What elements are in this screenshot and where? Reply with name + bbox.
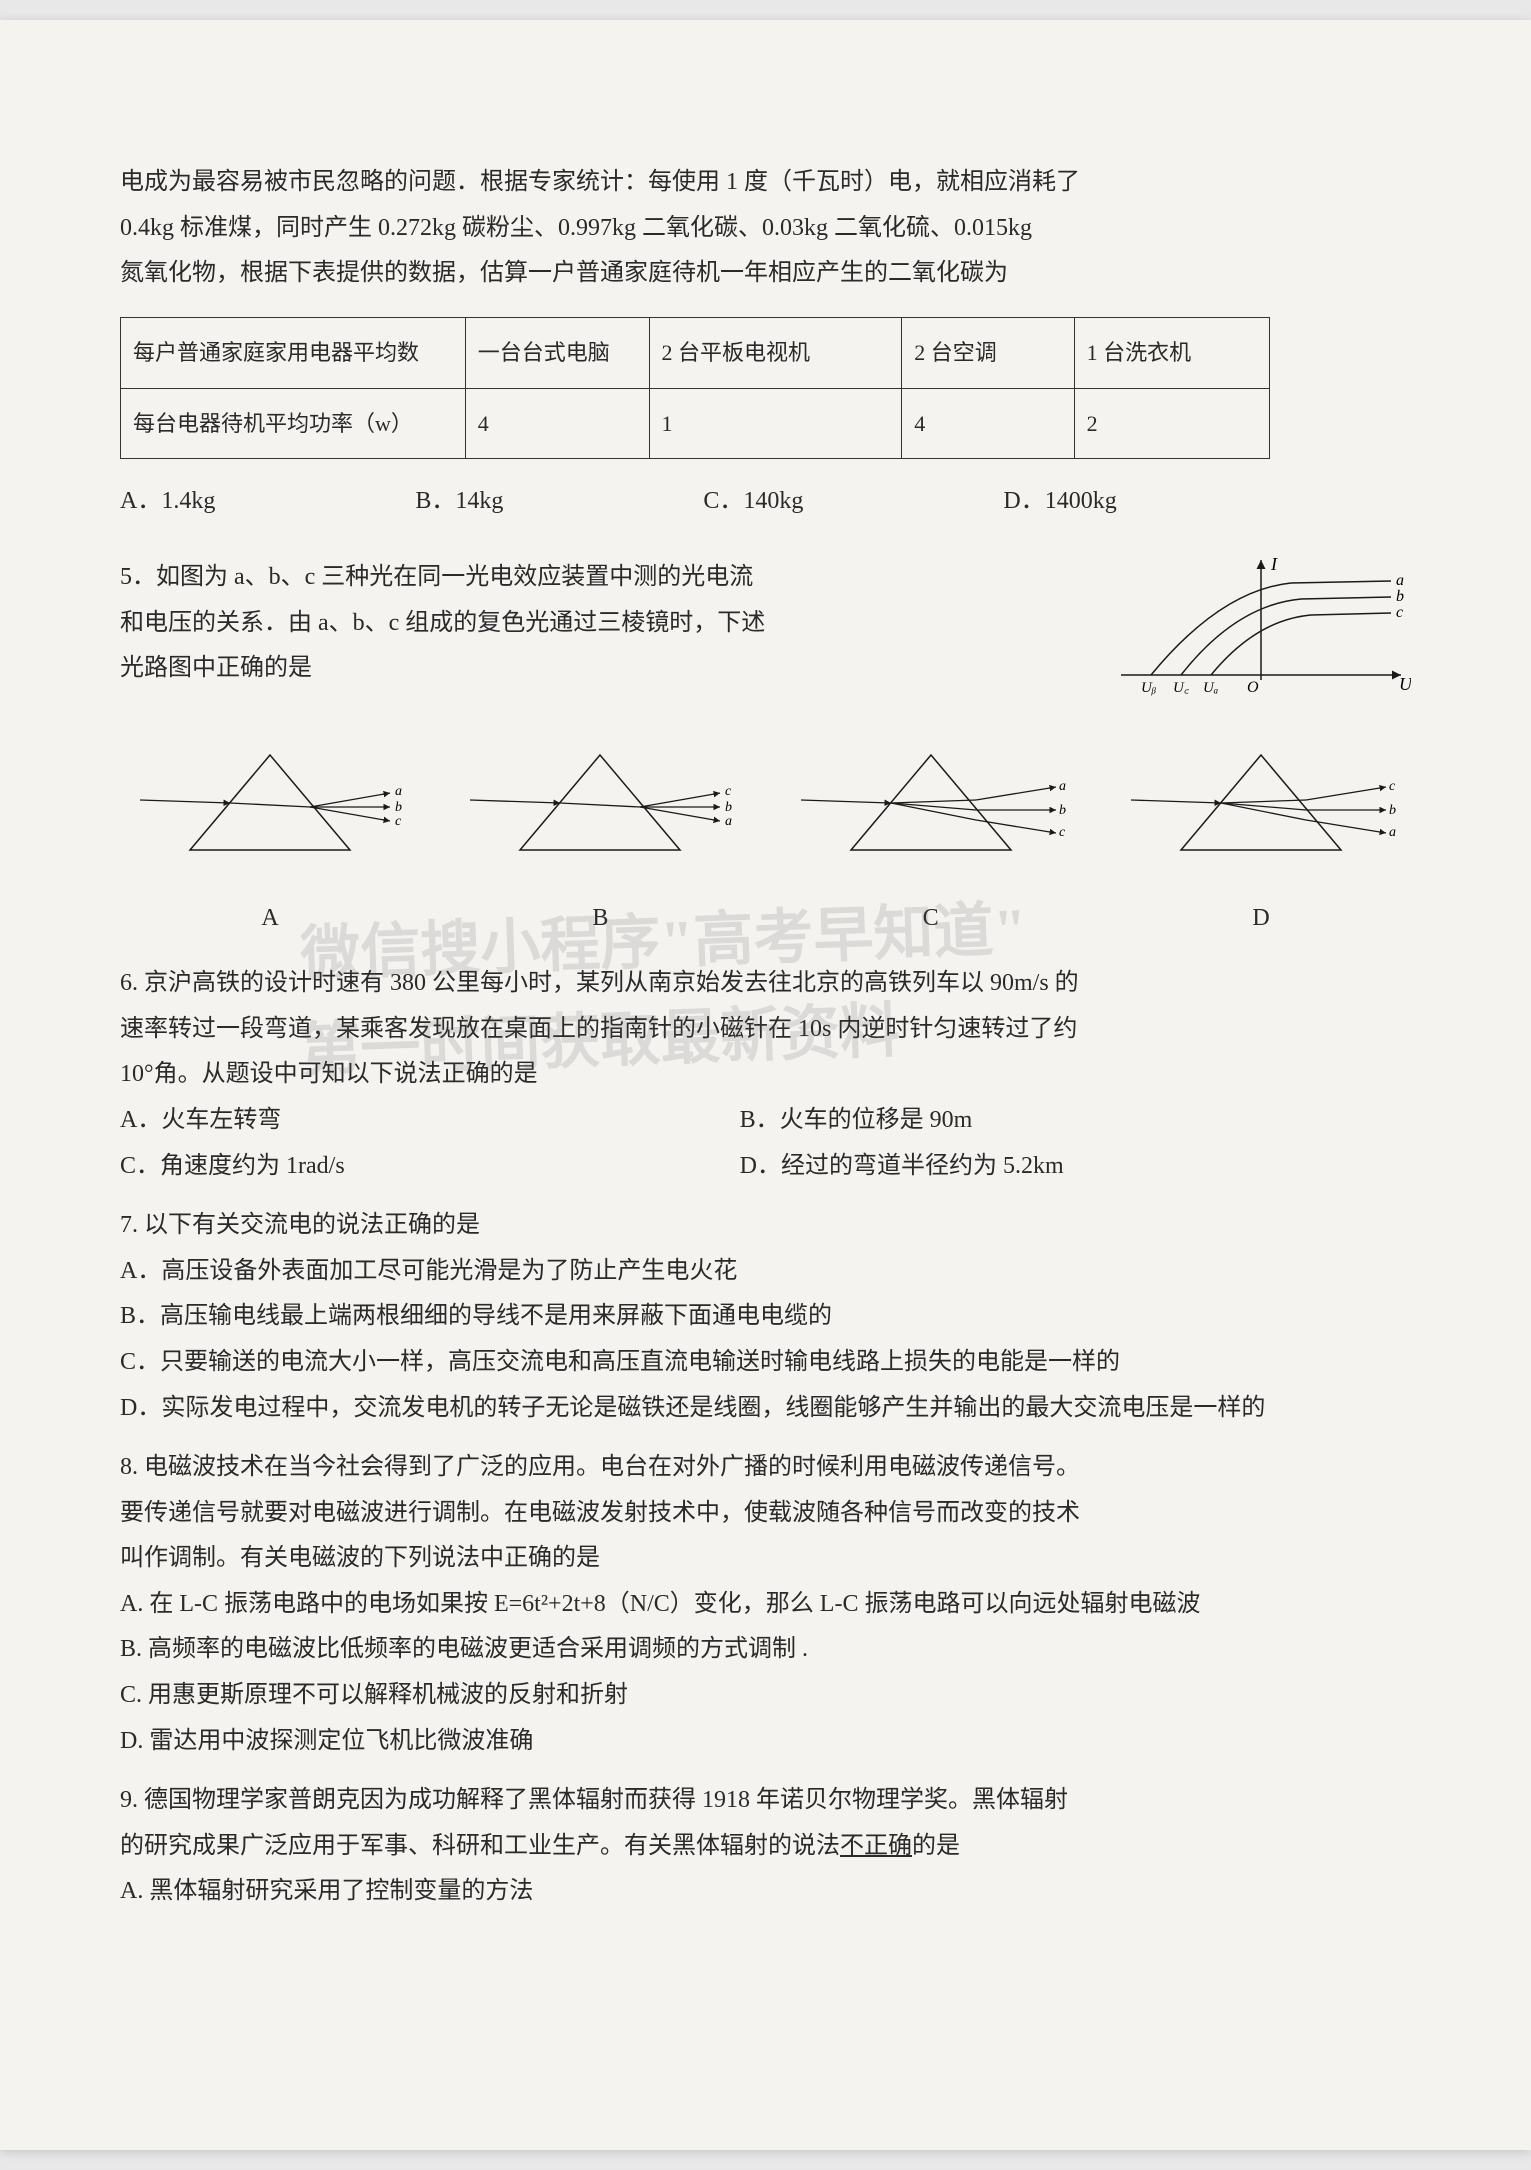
svg-text:b: b (725, 800, 732, 815)
prism-A: a b c A (130, 735, 410, 941)
svg-text:a: a (1059, 779, 1066, 794)
content-area: 电成为最容易被市民忽略的问题．根据专家统计：每使用 1 度（千瓦时）电，就相应消… (120, 160, 1411, 1915)
q8-opt-c: C. 用惠更斯原理不可以解释机械波的反射和折射 (120, 1673, 1411, 1719)
curve-c-label: c (1396, 604, 1403, 621)
svg-text:a: a (395, 784, 402, 799)
intro-para: 电成为最容易被市民忽略的问题．根据专家统计：每使用 1 度（千瓦时）电，就相应消… (120, 160, 1411, 297)
table-row: 每户普通家庭家用电器平均数 一台台式电脑 2 台平板电视机 2 台空调 1 台洗… (121, 317, 1270, 388)
axis-U-label: U (1399, 674, 1411, 694)
q6-line2: 速率转过一段弯道，某乘客发现放在桌面上的指南针的小磁针在 10s 内逆时针匀速转… (120, 1016, 1077, 1042)
prism-D: c b a D (1121, 735, 1401, 941)
svg-text:b: b (395, 800, 402, 815)
prism-C-label: C (791, 896, 1071, 942)
q6-line3: 10°角。从题设中可知以下说法正确的是 (120, 1061, 538, 1087)
svg-text:c: c (1059, 825, 1066, 840)
q7-opt-c: C．只要输送的电流大小一样，高压交流电和高压直流电输送时输电线路上损失的电能是一… (120, 1340, 1411, 1386)
q9-block: 9. 德国物理学家普朗克因为成功解释了黑体辐射而获得 1918 年诺贝尔物理学奖… (120, 1778, 1411, 1915)
exam-page: 电成为最容易被市民忽略的问题．根据专家统计：每使用 1 度（千瓦时）电，就相应消… (0, 20, 1531, 2150)
prism-A-svg: a b c (130, 735, 410, 875)
prism-D-svg: c b a (1121, 735, 1401, 875)
curve-b-label: b (1396, 588, 1404, 605)
q8-block: 8. 电磁波技术在当今社会得到了广泛的应用。电台在对外广播的时候利用电磁波传递信… (120, 1445, 1411, 1764)
q5-text: 5．如图为 a、b、c 三种光在同一光电效应装置中测的光电流 和电压的关系．由 … (120, 555, 1091, 692)
axis-I-label: I (1270, 555, 1278, 574)
q5-block: 5．如图为 a、b、c 三种光在同一光电效应装置中测的光电流 和电压的关系．由 … (120, 555, 1411, 705)
q4-options: A．1.4kg B．14kg C．140kg D．1400kg (120, 479, 1411, 525)
prism-options: a b c A c b a B (120, 735, 1411, 941)
svg-text:b: b (1389, 803, 1396, 818)
q7-opt-d: D．实际发电过程中，交流发电机的转子无论是磁铁还是线圈，线圈能够产生并输出的最大… (120, 1386, 1411, 1432)
intro-line2: 0.4kg 标准煤，同时产生 0.272kg 碳粉尘、0.997kg 二氧化碳、… (120, 215, 1032, 241)
svg-text:c: c (725, 784, 732, 799)
cell-r1c3: 2 台平板电视机 (649, 317, 902, 388)
q5-line2: 和电压的关系．由 a、b、c 组成的复色光通过三棱镜时，下述 (120, 610, 765, 636)
q7-block: 7. 以下有关交流电的说法正确的是 A．高压设备外表面加工尽可能光滑是为了防止产… (120, 1203, 1411, 1431)
prism-B-label: B (460, 896, 740, 942)
q5-line3: 光路图中正确的是 (120, 655, 312, 681)
cell-r1c1: 每户普通家庭家用电器平均数 (121, 317, 466, 388)
q7-opt-b: B．高压输电线最上端两根细细的导线不是用来屏蔽下面通电电缆的 (120, 1294, 1411, 1340)
q9-opt-a: A. 黑体辐射研究采用了控制变量的方法 (120, 1869, 1411, 1915)
prism-B-svg: c b a (460, 735, 740, 875)
appliance-table: 每户普通家庭家用电器平均数 一台台式电脑 2 台平板电视机 2 台空调 1 台洗… (120, 317, 1270, 460)
q8-line1: 8. 电磁波技术在当今社会得到了广泛的应用。电台在对外广播的时候利用电磁波传递信… (120, 1454, 1080, 1480)
q6-opt-d: D．经过的弯道半径约为 5.2km (740, 1144, 1360, 1190)
option-d: D．1400kg (1003, 479, 1116, 525)
cell-r1c2: 一台台式电脑 (465, 317, 649, 388)
q9-line1d: 的是 (912, 1833, 960, 1859)
Ub-label: Uᵦ (1141, 680, 1156, 696)
cell-r1c5: 1 台洗衣机 (1074, 317, 1269, 388)
iv-curve-graph: I U a b c Uᵦ U꜀ Uₐ O (1091, 555, 1411, 705)
Uc-label: U꜀ (1173, 680, 1190, 696)
q7-opt-a: A．高压设备外表面加工尽可能光滑是为了防止产生电火花 (120, 1249, 1411, 1295)
prism-B: c b a B (460, 735, 740, 941)
svg-text:c: c (395, 814, 402, 829)
curve-a-label: a (1396, 572, 1404, 589)
q6-opt-a: A．火车左转弯 (120, 1098, 740, 1144)
q9-underline: 不正确 (840, 1833, 912, 1859)
intro-line3: 氮氧化物，根据下表提供的数据，估算一户普通家庭待机一年相应产生的二氧化碳为 (120, 260, 1008, 286)
cell-r1c4: 2 台空调 (902, 317, 1074, 388)
q6-line1: 6. 京沪高铁的设计时速有 380 公里每小时，某列从南京始发去往北京的高铁列车… (120, 970, 1079, 996)
svg-text:c: c (1389, 779, 1396, 794)
q8-opt-d: D. 雷达用中波探测定位飞机比微波准确 (120, 1719, 1411, 1765)
option-b: B．14kg (415, 479, 503, 525)
cell-r2c3: 1 (649, 388, 902, 459)
q6-block: 6. 京沪高铁的设计时速有 380 公里每小时，某列从南京始发去往北京的高铁列车… (120, 961, 1411, 1189)
q8-opt-a: A. 在 L-C 振荡电路中的电场如果按 E=6t²+2t+8（N/C）变化，那… (120, 1582, 1411, 1628)
svg-text:b: b (1059, 803, 1066, 818)
prism-D-label: D (1121, 896, 1401, 942)
q9-line1b: 的研究成果广泛应用于军事、科研和工业生产。有关黑体辐射的说法 (120, 1833, 840, 1859)
svg-text:a: a (1389, 825, 1396, 840)
cell-r2c2: 4 (465, 388, 649, 459)
origin-label: O (1247, 679, 1259, 696)
prism-C: a b c C (791, 735, 1071, 941)
Ua-label: Uₐ (1203, 680, 1218, 696)
intro-line1: 电成为最容易被市民忽略的问题．根据专家统计：每使用 1 度（千瓦时）电，就相应消… (120, 169, 1080, 195)
q8-line2: 要传递信号就要对电磁波进行调制。在电磁波发射技术中，使载波随各种信号而改变的技术 (120, 1500, 1080, 1526)
svg-text:a: a (725, 814, 732, 829)
option-a: A．1.4kg (120, 479, 215, 525)
cell-r2c4: 4 (902, 388, 1074, 459)
prism-A-label: A (130, 896, 410, 942)
q6-opt-c: C．角速度约为 1rad/s (120, 1144, 740, 1190)
q9-line1a: 9. 德国物理学家普朗克因为成功解释了黑体辐射而获得 1918 年诺贝尔物理学奖… (120, 1787, 1068, 1813)
cell-r2c5: 2 (1074, 388, 1269, 459)
table-row: 每台电器待机平均功率（w） 4 1 4 2 (121, 388, 1270, 459)
q8-line3: 叫作调制。有关电磁波的下列说法中正确的是 (120, 1545, 600, 1571)
prism-C-svg: a b c (791, 735, 1071, 875)
q6-opt-b: B．火车的位移是 90m (740, 1098, 1360, 1144)
option-c: C．140kg (703, 479, 803, 525)
q7-stem: 7. 以下有关交流电的说法正确的是 (120, 1212, 480, 1238)
q8-opt-b: B. 高频率的电磁波比低频率的电磁波更适合采用调频的方式调制 . (120, 1627, 1411, 1673)
q5-line1: 5．如图为 a、b、c 三种光在同一光电效应装置中测的光电流 (120, 564, 753, 590)
cell-r2c1: 每台电器待机平均功率（w） (121, 388, 466, 459)
